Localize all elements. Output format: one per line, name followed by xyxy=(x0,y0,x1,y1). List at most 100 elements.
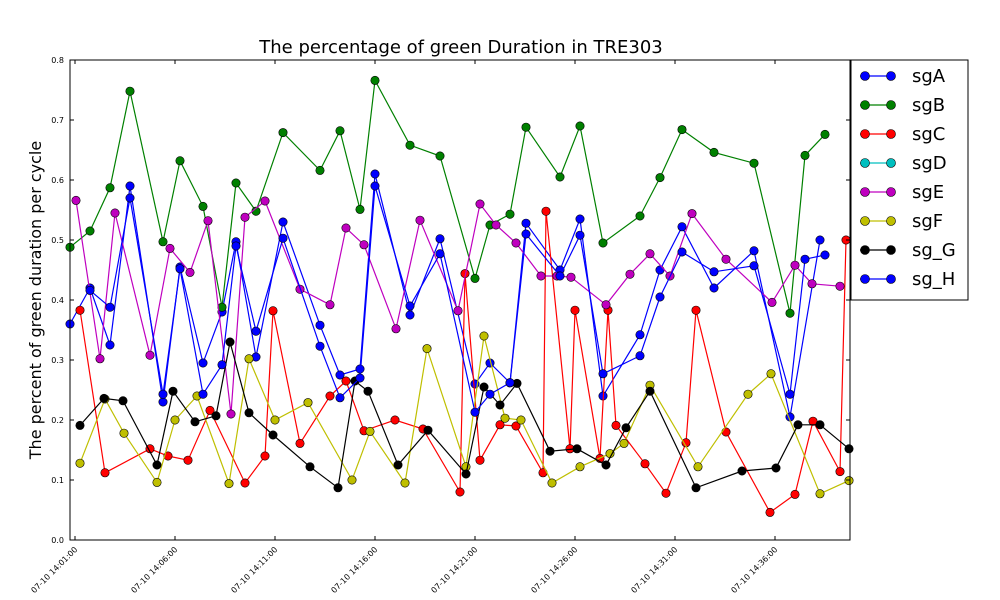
y-tick-label: 0.0 xyxy=(51,536,64,545)
data-point-sgA xyxy=(677,222,687,232)
legend-entry-sg_H: sg_H xyxy=(860,269,955,290)
x-tick-label: 07-10 14:16:00 xyxy=(329,545,379,595)
data-point-sg_H xyxy=(217,360,227,370)
data-point-sg_H xyxy=(749,261,759,271)
data-point-sgF xyxy=(815,489,825,499)
data-point-sgA xyxy=(335,370,345,380)
data-point-sgF xyxy=(516,415,526,425)
data-point-sgB xyxy=(749,158,759,168)
legend-label: sg_G xyxy=(912,240,956,261)
data-point-sg_G xyxy=(572,444,582,454)
data-point-sgC xyxy=(205,405,215,415)
data-point-sg_H xyxy=(820,250,830,260)
data-point-sgB xyxy=(800,150,810,160)
data-point-sgB xyxy=(820,129,830,139)
data-point-sgB xyxy=(85,226,95,236)
series-sg_H xyxy=(85,181,830,417)
legend-label: sgE xyxy=(912,182,944,203)
legend-marker xyxy=(860,100,870,110)
data-point-sg_H xyxy=(85,285,95,295)
data-point-sg_G xyxy=(305,462,315,472)
legend-entry-sgB: sgB xyxy=(860,95,945,116)
data-point-sgF xyxy=(766,369,776,379)
data-point-sgE xyxy=(240,212,250,222)
data-point-sgC xyxy=(835,467,845,477)
data-point-sg_G xyxy=(99,393,109,403)
data-point-sgE xyxy=(203,216,213,226)
legend-box xyxy=(850,59,969,301)
data-point-sgB xyxy=(435,151,445,161)
legend-marker xyxy=(886,158,896,168)
plot-area xyxy=(65,75,854,517)
data-point-sgB xyxy=(175,156,185,166)
data-point-sgB xyxy=(635,211,645,221)
data-point-sgE xyxy=(687,209,697,219)
data-point-sg_G xyxy=(152,460,162,470)
y-tick-label: 0.8 xyxy=(51,56,64,65)
data-point-sgF xyxy=(270,415,280,425)
data-point-sg_H xyxy=(355,373,365,383)
data-point-sgA xyxy=(198,358,208,368)
data-point-sgC xyxy=(611,420,621,430)
data-point-sgF xyxy=(224,479,234,489)
data-point-sgA xyxy=(815,235,825,245)
data-point-sgB xyxy=(575,121,585,131)
data-point-sgC xyxy=(268,306,278,316)
data-point-sg_H xyxy=(105,302,115,312)
data-point-sgC xyxy=(721,427,731,437)
data-point-sgB xyxy=(505,209,515,219)
x-tick-label: 07-10 14:11:00 xyxy=(229,545,279,595)
data-point-sgC xyxy=(325,391,335,401)
data-point-sgC xyxy=(455,487,465,497)
data-point-sgB xyxy=(198,201,208,211)
y-tick-label: 0.7 xyxy=(51,116,64,125)
data-point-sgF xyxy=(547,478,557,488)
data-point-sgF xyxy=(619,438,629,448)
data-point-sgE xyxy=(185,267,195,277)
data-point-sg_G xyxy=(268,430,278,440)
data-point-sg_H xyxy=(485,389,495,399)
data-point-sgE xyxy=(645,249,655,259)
y-tick-label: 0.5 xyxy=(51,236,64,245)
series-line-sgB xyxy=(69,78,826,314)
data-point-sg_H xyxy=(598,369,608,379)
legend-marker xyxy=(860,129,870,139)
data-point-sgE xyxy=(790,260,800,270)
data-point-sgC xyxy=(240,478,250,488)
x-tick-label: 07-10 14:36:00 xyxy=(729,545,779,595)
data-point-sgE xyxy=(325,300,335,310)
data-point-sgF xyxy=(400,478,410,488)
y-tick-label: 0.4 xyxy=(51,296,64,305)
data-point-sgA xyxy=(521,218,531,228)
data-point-sgF xyxy=(244,354,254,364)
data-point-sgB xyxy=(521,122,531,132)
data-point-sg_H xyxy=(655,292,665,302)
x-tick-label: 07-10 14:06:00 xyxy=(129,545,179,595)
data-point-sgC xyxy=(640,459,650,469)
data-point-sgE xyxy=(391,324,401,334)
data-point-sgC xyxy=(75,305,85,315)
data-point-sgE xyxy=(835,281,845,291)
data-point-sg_G xyxy=(691,483,701,493)
data-point-sg_G xyxy=(244,408,254,418)
data-point-sgA xyxy=(635,330,645,340)
data-point-sg_G xyxy=(461,469,471,479)
data-point-sgC xyxy=(390,415,400,425)
data-point-sgF xyxy=(693,462,703,472)
data-point-sgE xyxy=(110,208,120,218)
data-point-sg_G xyxy=(118,396,128,406)
data-point-sgC xyxy=(295,438,305,448)
data-point-sgF xyxy=(844,476,854,486)
data-point-sgA xyxy=(125,181,135,191)
data-point-sgF xyxy=(347,475,357,485)
data-point-sg_G xyxy=(601,460,611,470)
data-point-sgE xyxy=(767,297,777,307)
legend-marker xyxy=(860,158,870,168)
data-point-sg_G xyxy=(793,420,803,430)
data-point-sgE xyxy=(601,300,611,310)
data-point-sgE xyxy=(415,215,425,225)
data-point-sgC xyxy=(570,305,580,315)
data-point-sgB xyxy=(158,237,168,247)
data-point-sgC xyxy=(183,455,193,465)
data-point-sg_H xyxy=(370,181,380,191)
